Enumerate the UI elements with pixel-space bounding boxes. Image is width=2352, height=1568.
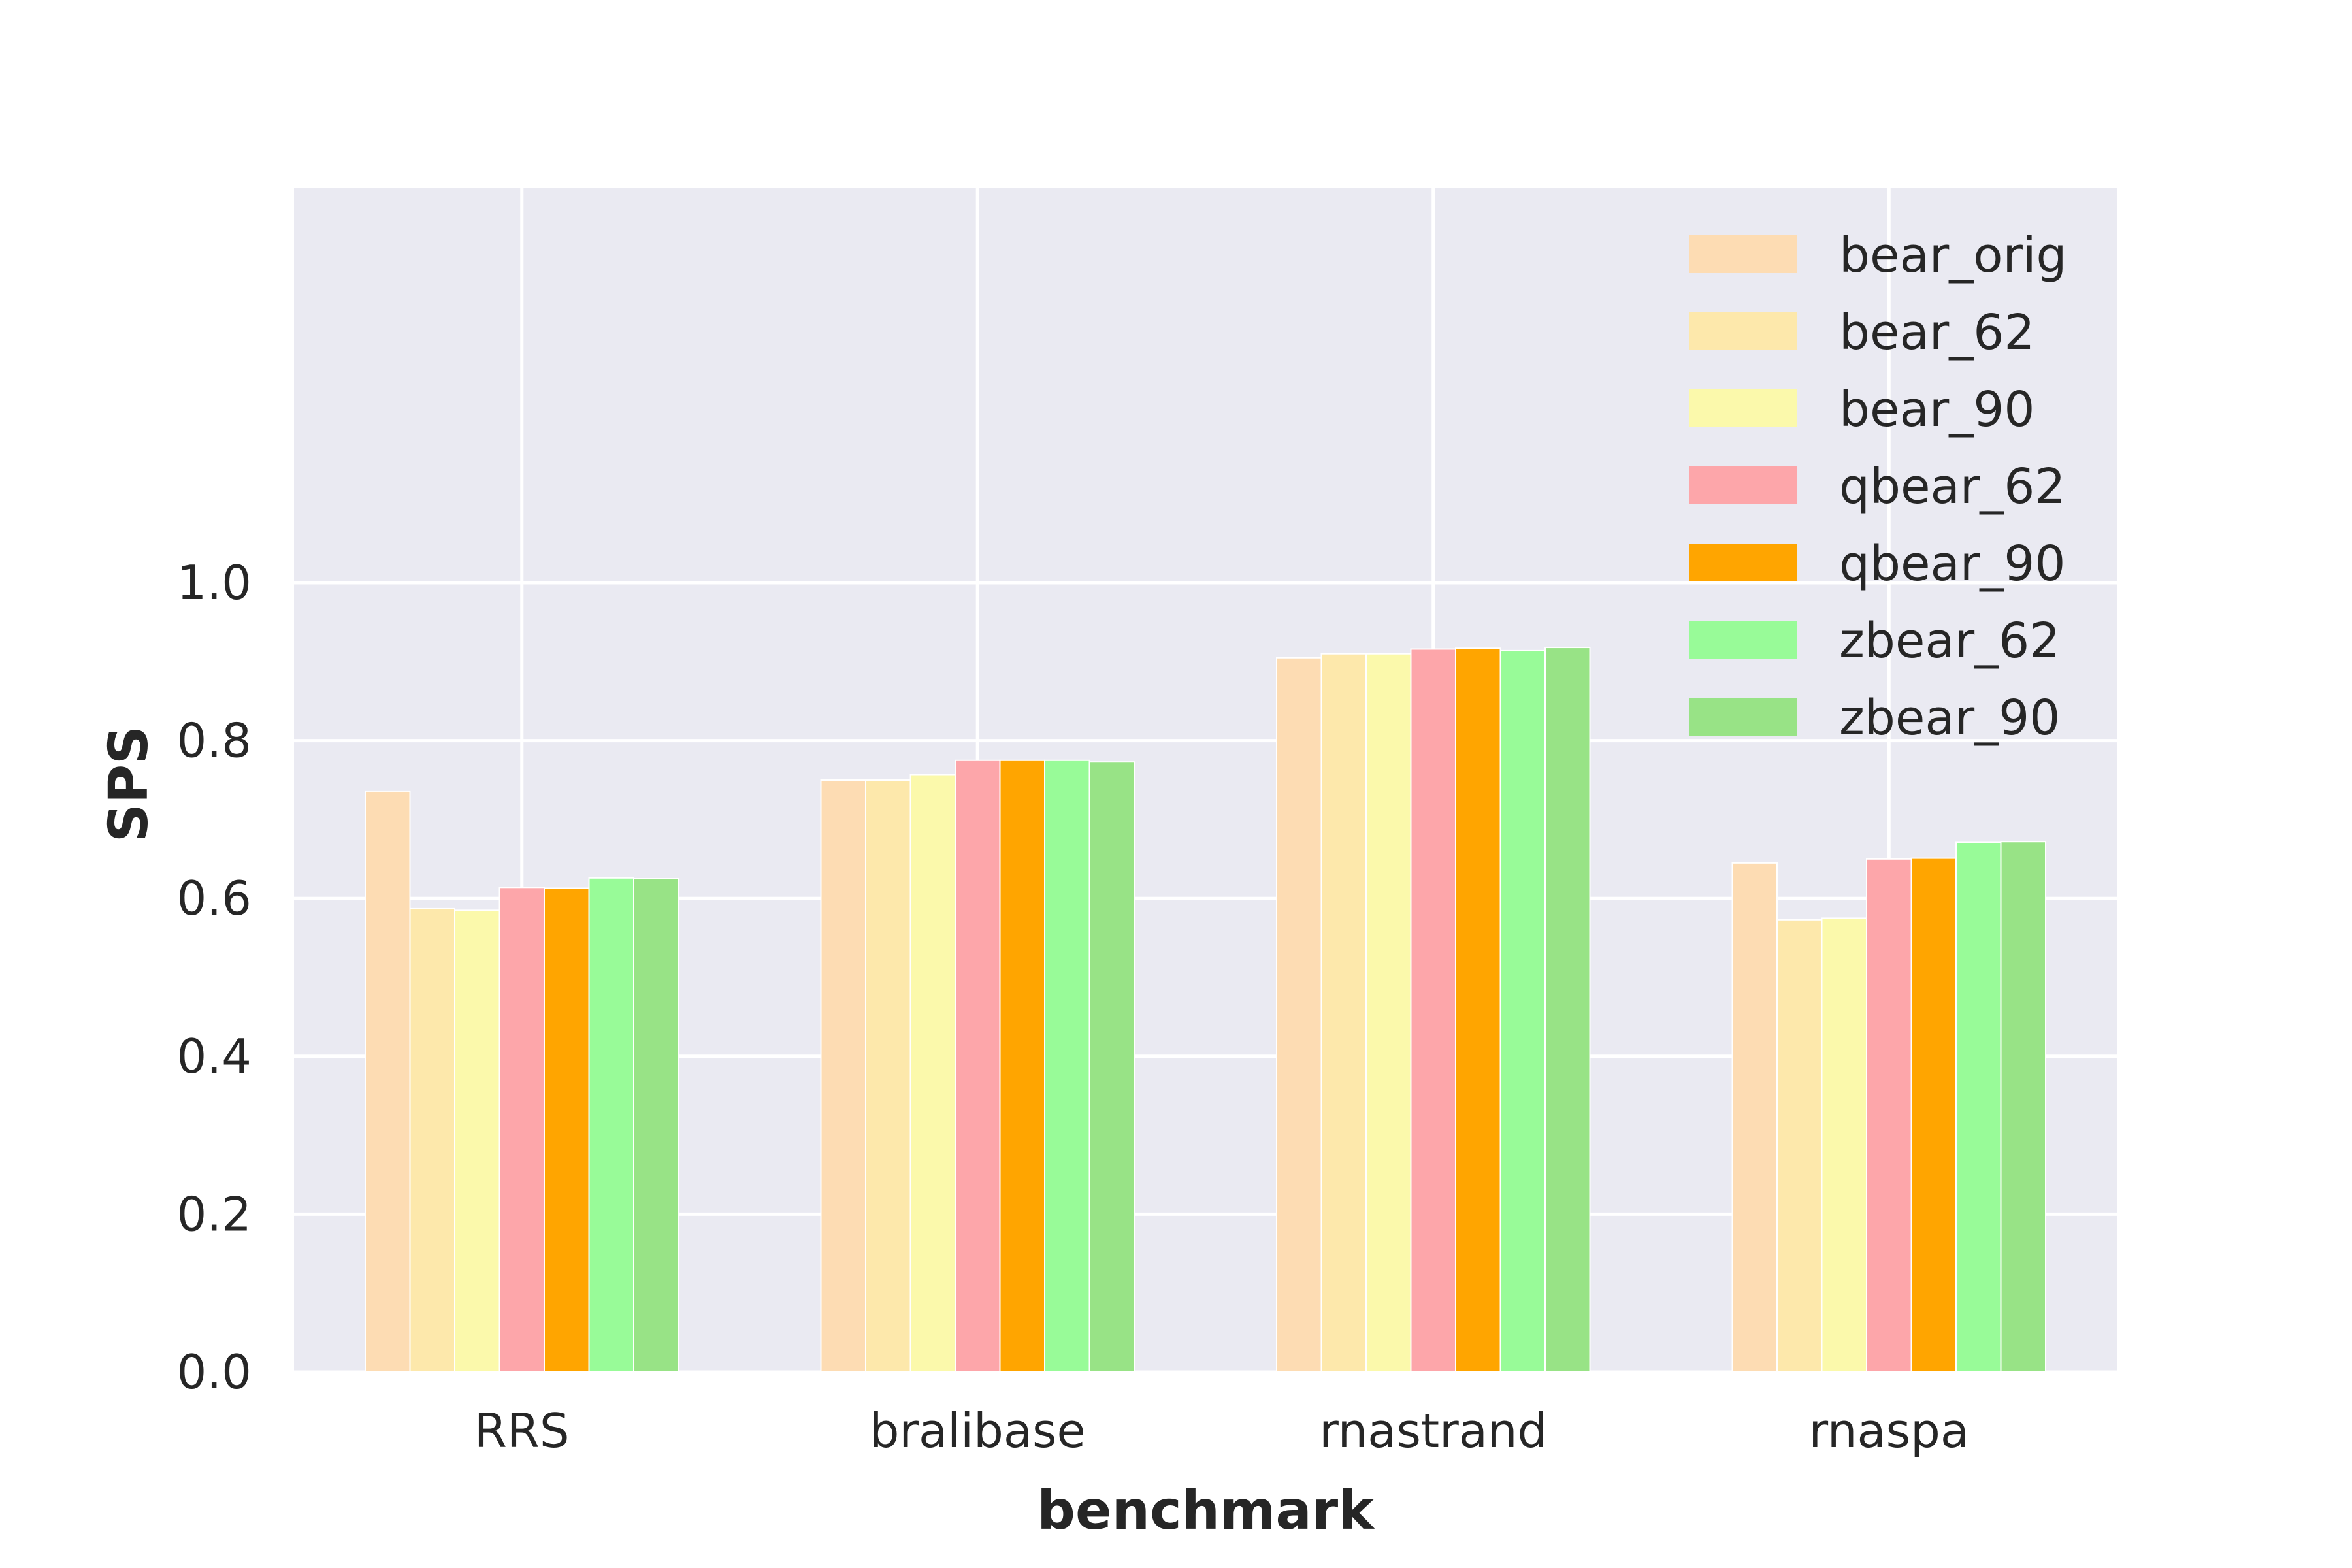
y-tick-labels: 0.0 0.2 0.4 0.6 0.8 1.0	[176, 555, 252, 1399]
bar-bear_90-RRS	[454, 909, 500, 1373]
legend-label: bear_orig	[1839, 227, 2067, 284]
bar-bear_90-rnastrand	[1365, 653, 1412, 1373]
bars	[365, 647, 2046, 1373]
bar-qbear_90-rnastrand	[1455, 647, 1501, 1373]
bar-qbear_62-rnaspa	[1866, 858, 1912, 1373]
legend: bear_orig bear_62 bear_90 qbear_62 qbear_90z…	[1689, 227, 2067, 746]
legend-swatch-bear_90	[1689, 389, 1797, 427]
legend-swatch-zbear_62	[1689, 621, 1797, 659]
bar-bear_orig-rnaspa	[1731, 862, 1778, 1373]
y-axis-label: SPS	[98, 726, 160, 842]
y-tick-label: 0.0	[176, 1345, 252, 1399]
x-tick-label: bralibase	[870, 1403, 1086, 1458]
bar-bear_62-RRS	[409, 907, 455, 1373]
legend-swatch-qbear_62	[1689, 466, 1797, 504]
bar-bear_90-rnaspa	[1821, 917, 1867, 1373]
bar-zbear_90-rnaspa	[2000, 841, 2046, 1373]
y-tick-label: 0.4	[176, 1029, 252, 1084]
bar-qbear_90-bralibase	[999, 759, 1045, 1373]
bar-bear_62-rnaspa	[1776, 919, 1823, 1373]
bar-bear_62-bralibase	[865, 779, 911, 1373]
legend-label: zbear_90	[1839, 690, 2060, 746]
y-tick-label: 0.8	[176, 713, 252, 768]
bar-qbear_62-rnastrand	[1410, 648, 1456, 1373]
y-tick-label: 0.2	[176, 1186, 252, 1241]
bar-qbear_62-RRS	[498, 887, 545, 1373]
bar-qbear_90-rnaspa	[1910, 857, 1957, 1373]
bar-bear_62-rnastrand	[1320, 653, 1367, 1373]
legend-label: bear_62	[1839, 304, 2034, 361]
bar-zbear_62-RRS	[588, 877, 634, 1373]
bar-zbear_90-bralibase	[1088, 761, 1135, 1373]
legend-label: bear_90	[1839, 382, 2034, 438]
bar-bear_90-bralibase	[909, 774, 956, 1373]
legend-swatch-bear_62	[1689, 312, 1797, 350]
bar-zbear_90-RRS	[633, 878, 679, 1373]
x-axis-label: benchmark	[1037, 1480, 1375, 1542]
y-tick-label: 0.6	[176, 871, 252, 926]
legend-label: qbear_62	[1839, 459, 2065, 515]
x-tick-label: rnaspa	[1809, 1403, 1969, 1458]
legend-swatch-qbear_90	[1689, 544, 1797, 581]
legend-swatch-bear_orig	[1689, 235, 1797, 273]
y-tick-label: 1.0	[176, 555, 252, 610]
x-tick-labels: RRS bralibase rnastrand rnaspa	[474, 1403, 1969, 1458]
bar-qbear_90-RRS	[544, 887, 590, 1373]
x-tick-label: rnastrand	[1319, 1403, 1547, 1458]
legend-label: qbear_90	[1839, 536, 2065, 592]
bar-zbear_62-rnaspa	[1955, 841, 2002, 1373]
legend-label: zbear_62	[1839, 613, 2060, 669]
bar-zbear_62-bralibase	[1044, 759, 1090, 1373]
bar-bear_orig-bralibase	[820, 779, 866, 1373]
bar-bear_orig-RRS	[365, 790, 411, 1373]
bar-zbear_90-rnastrand	[1544, 647, 1591, 1373]
legend-swatch-zbear_90	[1689, 698, 1797, 736]
bar-zbear_62-rnastrand	[1499, 649, 1546, 1373]
bar-qbear_62-bralibase	[955, 759, 1001, 1373]
x-tick-label: RRS	[474, 1403, 570, 1458]
bar-bear_orig-rnastrand	[1276, 657, 1322, 1373]
